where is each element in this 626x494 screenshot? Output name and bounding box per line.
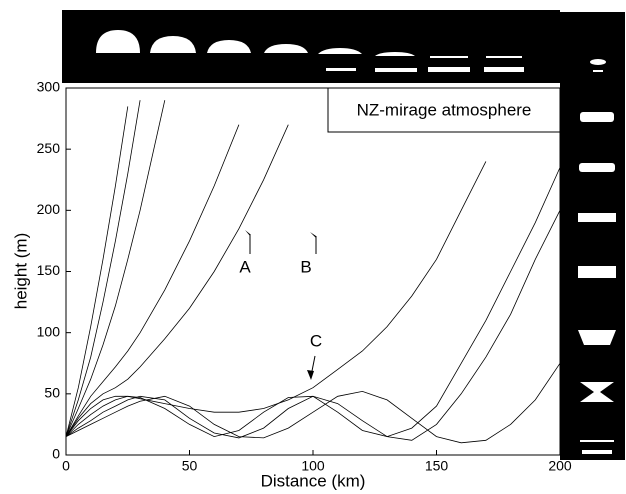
ray bbox=[65, 161, 487, 437]
y-tick-label: 250 bbox=[37, 140, 61, 156]
y-tick-label: 300 bbox=[37, 79, 61, 95]
x-tick-label: 0 bbox=[62, 458, 70, 474]
ray bbox=[65, 124, 289, 437]
ray bbox=[65, 106, 129, 437]
arrow-c-head bbox=[307, 370, 314, 380]
y-tick-label: 0 bbox=[52, 446, 60, 462]
arrow-a-head bbox=[245, 230, 250, 236]
label-c: C bbox=[310, 331, 322, 350]
label-a: A bbox=[239, 257, 251, 276]
ray bbox=[65, 167, 561, 438]
y-tick-label: 50 bbox=[44, 385, 60, 401]
top-image-strip bbox=[62, 10, 560, 83]
ray bbox=[65, 210, 561, 441]
y-tick-label: 150 bbox=[37, 262, 61, 278]
x-tick-label: 50 bbox=[182, 458, 198, 474]
x-tick-label: 100 bbox=[301, 458, 325, 474]
rays bbox=[65, 100, 561, 444]
annotation-title: NZ-mirage atmosphere bbox=[357, 100, 532, 119]
ray bbox=[65, 124, 240, 437]
right-image-strip bbox=[560, 12, 625, 460]
annotation-box bbox=[327, 87, 561, 133]
y-tick-label: 200 bbox=[37, 201, 61, 217]
ray bbox=[65, 100, 166, 437]
x-axis-label: Distance (km) bbox=[261, 471, 366, 490]
x-tick-label: 150 bbox=[425, 458, 449, 474]
plot-frame bbox=[65, 87, 561, 456]
label-b: B bbox=[300, 257, 311, 276]
y-axis-label: height (m) bbox=[11, 233, 30, 310]
y-tick-label: 100 bbox=[37, 323, 61, 339]
ray bbox=[65, 100, 141, 437]
x-tick-label: 200 bbox=[548, 458, 572, 474]
arrow-b-head bbox=[310, 232, 316, 238]
ray bbox=[65, 363, 561, 444]
